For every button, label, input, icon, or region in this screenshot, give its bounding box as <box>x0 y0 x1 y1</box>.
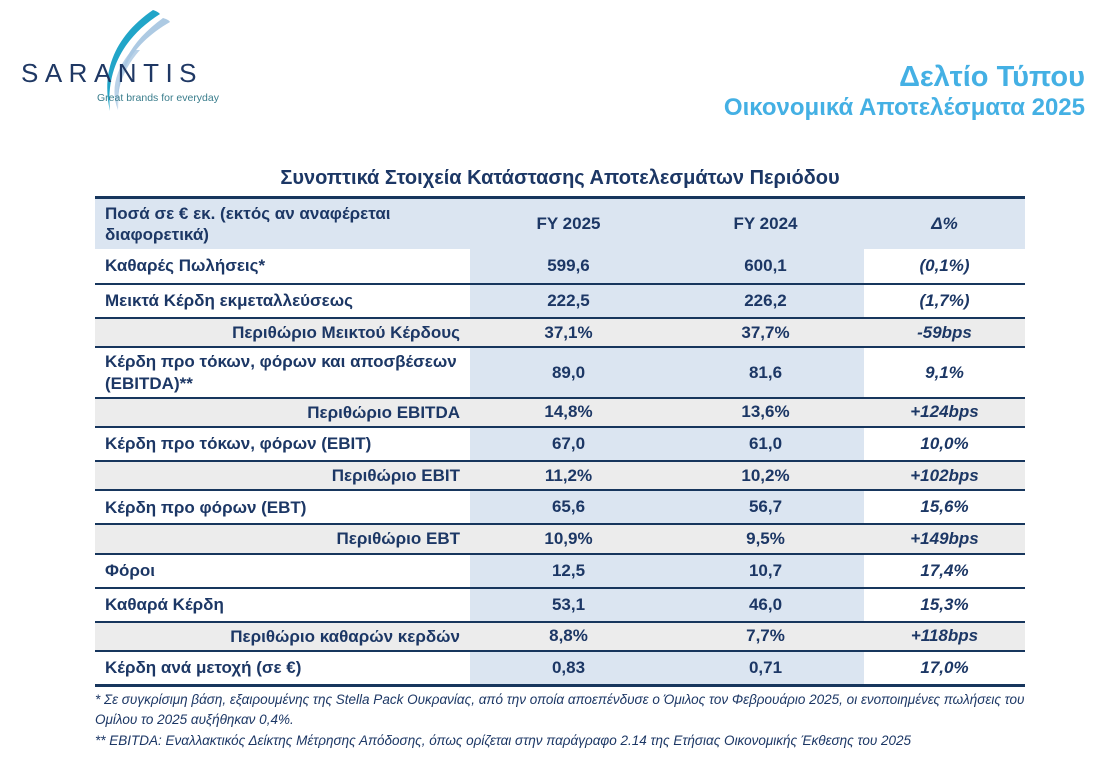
press-release-title: Δελτίο Τύπου <box>899 61 1085 93</box>
row-label: Κέρδη προ τόκων, φόρων (EBIT) <box>105 434 372 454</box>
table-row: Κέρδη προ τόκων, φόρων και αποσβέσεων (E… <box>95 346 1025 397</box>
column-header-amounts: Ποσά σε € εκ. (εκτός αν αναφέρεται διαφο… <box>105 203 391 244</box>
fy2024-value: 61,0 <box>667 428 864 460</box>
table-row: Καθαρά Κέρδη 53,1 46,0 15,3% <box>95 586 1025 621</box>
fy2025-value: 14,8% <box>544 402 593 422</box>
delta-value: 15,3% <box>920 594 969 614</box>
table-row: Μεικτά Κέρδη εκμεταλλεύσεως 222,5 226,2 … <box>95 283 1025 317</box>
table-header-row: Ποσά σε € εκ. (εκτός αν αναφέρεται διαφο… <box>95 199 1025 249</box>
delta-value: 17,0% <box>920 657 969 677</box>
fy2025-value: 222,5 <box>470 285 667 317</box>
column-header-delta: Δ% <box>931 214 958 233</box>
fy2024-value: 46,0 <box>667 588 864 621</box>
delta-value: (1,7%) <box>919 291 970 310</box>
footnote-2: ** EBITDA: Εναλλακτικός Δείκτης Μέτρησης… <box>95 732 912 748</box>
logo-brand-text: SARANTIS <box>21 58 203 88</box>
fy2024-value: 81,6 <box>667 348 864 397</box>
footnotes: * Σε συγκρίσιμη βάση, εξαιρουμένης της S… <box>95 690 1030 751</box>
row-label: Κέρδη προ τόκων, φόρων και αποσβέσεων (E… <box>105 352 457 393</box>
fy2025-value: 8,8% <box>549 626 588 646</box>
logo-tagline: Great brands for everyday <box>97 92 220 104</box>
fy2025-value: 37,1% <box>544 322 593 342</box>
table-row: Φόροι 12,5 10,7 17,4% <box>95 552 1025 587</box>
table-row: Περιθώριο EBT 10,9% 9,5% +149bps <box>95 523 1025 553</box>
financial-results-subtitle: Οικονομικά Αποτελέσματα 2025 <box>723 94 1085 122</box>
row-label: Φόροι <box>105 560 155 580</box>
row-label: Καθαρές Πωλήσεις* <box>105 256 266 276</box>
table-title: Συνοπτικά Στοιχεία Κατάστασης Αποτελεσμά… <box>280 167 840 189</box>
table-row: Περιθώριο καθαρών κερδών 8,8% 7,7% +118b… <box>95 620 1025 650</box>
delta-value: +118bps <box>910 626 979 646</box>
fy2024-value: 56,7 <box>667 491 864 524</box>
fy2025-value: 53,1 <box>470 588 667 621</box>
row-label: Περιθώριο EBIT <box>331 466 460 485</box>
fy2025-value: 89,0 <box>470 348 667 397</box>
row-label: Κέρδη προ φόρων (EBT) <box>105 497 307 517</box>
table-row: Καθαρές Πωλήσεις* 599,6 600,1 (0,1%) <box>95 249 1025 283</box>
delta-value: +149bps <box>910 528 979 548</box>
fy2024-value: 226,2 <box>667 285 864 317</box>
fy2024-value: 0,71 <box>667 651 864 684</box>
row-label: Κέρδη ανά μετοχή (σε €) <box>105 658 302 678</box>
row-label: Περιθώριο καθαρών κερδών <box>230 626 460 646</box>
fy2024-value: 9,5% <box>746 528 785 548</box>
logo-swirl-icon: SARANTIS Great brands for everyday <box>21 10 220 111</box>
fy2024-value: 10,7 <box>667 554 864 587</box>
table-row: Κέρδη προ τόκων, φόρων (EBIT) 67,0 61,0 … <box>95 426 1025 460</box>
fy2024-value: 13,6% <box>741 402 790 422</box>
fy2025-value: 599,6 <box>470 249 667 283</box>
financial-results-table: Ποσά σε € εκ. (εκτός αν αναφέρεται διαφο… <box>95 196 1025 687</box>
fy2024-value: 600,1 <box>667 249 864 283</box>
column-header-fy2025: FY 2025 <box>536 214 601 233</box>
delta-value: 17,4% <box>920 560 969 580</box>
table-row: Περιθώριο Μεικτού Κέρδους 37,1% 37,7% -5… <box>95 317 1025 347</box>
delta-value: 15,6% <box>920 497 969 517</box>
delta-value: 9,1% <box>925 362 964 382</box>
table-row: Περιθώριο EBITDA 14,8% 13,6% +124bps <box>95 396 1025 426</box>
table-row: Κέρδη προ φόρων (EBT) 65,6 56,7 15,6% <box>95 489 1025 524</box>
row-label: Καθαρά Κέρδη <box>105 594 224 614</box>
document-header: Δελτίο Τύπου Οικονομικά Αποτελέσματα 202… <box>724 60 1085 123</box>
row-label: Περιθώριο Μεικτού Κέρδους <box>232 323 460 342</box>
delta-value: +124bps <box>910 402 979 422</box>
delta-value: (0,1%) <box>919 256 970 275</box>
row-label: Περιθώριο EBT <box>336 529 460 549</box>
fy2024-value: 10,2% <box>741 465 790 485</box>
table-row: Κέρδη ανά μετοχή (σε €) 0,83 0,71 17,0% <box>95 649 1025 684</box>
footnote-1: * Σε συγκρίσιμη βάση, εξαιρουμένης της S… <box>95 692 1025 728</box>
sarantis-logo: SARANTIS Great brands for everyday <box>20 10 220 114</box>
table-row: Περιθώριο EBIT 11,2% 10,2% +102bps <box>95 460 1025 490</box>
fy2025-value: 67,0 <box>470 428 667 460</box>
fy2025-value: 0,83 <box>470 651 667 684</box>
delta-value: 10,0% <box>920 434 969 453</box>
delta-value: +102bps <box>910 465 979 485</box>
row-label: Μεικτά Κέρδη εκμεταλλεύσεως <box>105 291 353 311</box>
delta-value: -59bps <box>917 322 972 342</box>
column-header-fy2024: FY 2024 <box>733 214 798 233</box>
table-body: Καθαρές Πωλήσεις* 599,6 600,1 (0,1%) Μει… <box>95 249 1025 684</box>
row-label: Περιθώριο EBITDA <box>307 402 460 422</box>
fy2024-value: 37,7% <box>741 322 790 342</box>
fy2025-value: 11,2% <box>544 465 593 485</box>
fy2025-value: 10,9% <box>544 528 593 548</box>
fy2025-value: 65,6 <box>470 491 667 524</box>
fy2025-value: 12,5 <box>470 554 667 587</box>
fy2024-value: 7,7% <box>746 626 785 646</box>
